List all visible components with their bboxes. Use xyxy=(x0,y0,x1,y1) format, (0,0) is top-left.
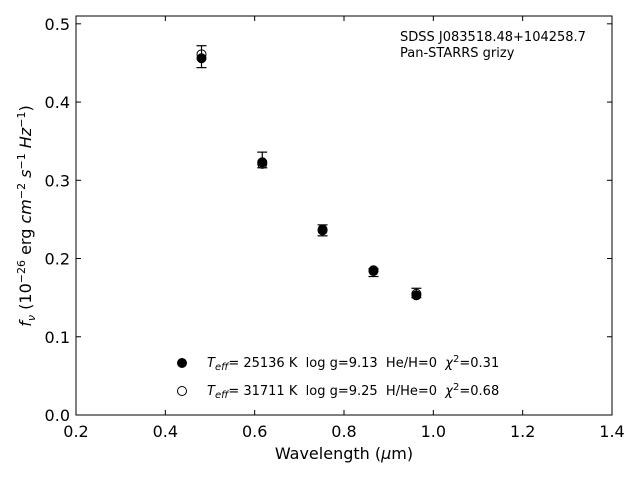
model-point-open xyxy=(368,266,379,277)
y-tick-label: 0.2 xyxy=(45,250,70,269)
object-name-annotation: SDSS J083518.48+104258.7 xyxy=(400,30,586,45)
legend-marker-open xyxy=(177,386,187,396)
x-tick-label: 1.2 xyxy=(510,422,535,441)
x-tick-label: 0.2 xyxy=(63,422,88,441)
legend-entry-2: Teff= 31711 K log g=9.25 H/He=0 χ2=0.68 xyxy=(207,382,499,401)
y-tick-label: 0.5 xyxy=(45,15,70,34)
legend: Teff= 25136 K log g=9.13 He/H=0 χ2=0.31 … xyxy=(177,354,499,401)
data-points xyxy=(196,49,422,301)
model-point-open xyxy=(257,158,268,169)
x-tick-label: 0.6 xyxy=(242,422,267,441)
model-point-filled xyxy=(317,225,328,236)
y-tick-label: 0.0 xyxy=(45,406,70,425)
legend-marker-filled xyxy=(177,358,187,368)
x-tick-label: 0.4 xyxy=(153,422,178,441)
x-tick-label: 1.4 xyxy=(599,422,624,441)
y-axis-label: fν (10−26 erg cm−2 s−1 Hz−1) xyxy=(15,105,38,326)
plot-area xyxy=(75,15,613,416)
y-tick-label: 0.3 xyxy=(45,171,70,190)
model-point-open xyxy=(411,288,422,299)
y-tick-label: 0.1 xyxy=(45,328,70,347)
model-point-open xyxy=(317,224,328,235)
model-point-open xyxy=(196,49,207,60)
x-tick-label: 1.0 xyxy=(421,422,446,441)
y-tick-label: 0.4 xyxy=(45,93,70,112)
legend-entry-1: Teff= 25136 K log g=9.13 He/H=0 χ2=0.31 xyxy=(207,354,499,373)
axis-ticks: 0.2 0.4 0.6 0.8 1.0 1.2 1.4 0.0 0.1 0.2 0.3 0.4 0.5 xyxy=(45,15,625,441)
x-axis-label: Wavelength (μm) xyxy=(275,444,413,463)
survey-annotation: Pan-STARRS grizy xyxy=(400,46,515,61)
x-tick-label: 0.8 xyxy=(331,422,356,441)
model-point-filled xyxy=(196,53,207,64)
model-point-filled xyxy=(368,265,379,276)
